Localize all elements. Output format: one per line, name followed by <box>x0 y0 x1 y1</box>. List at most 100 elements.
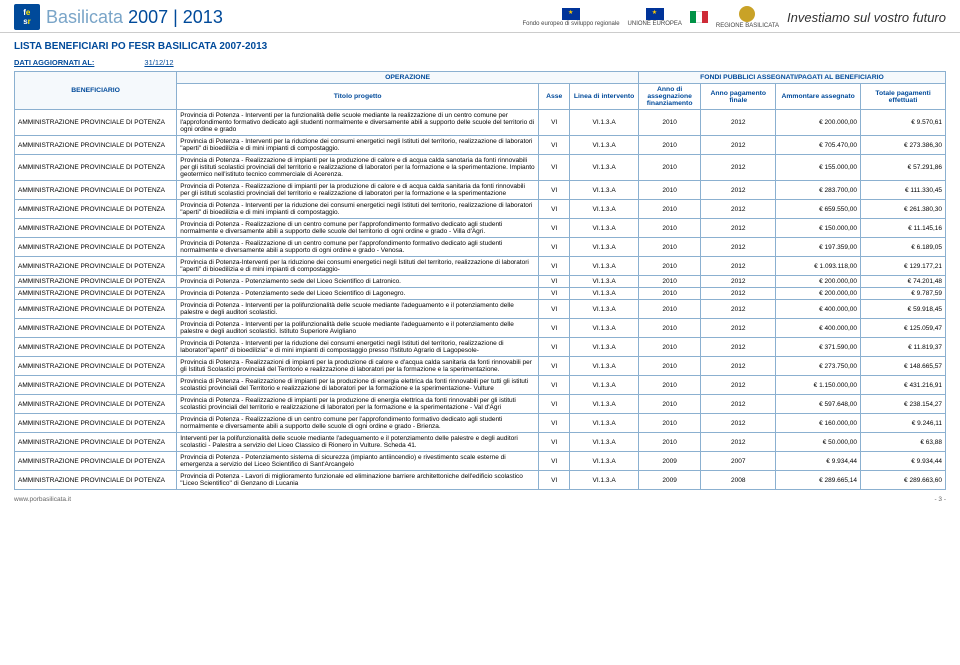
beneficiari-table: BENEFICIARIO OPERAZIONE FONDI PUBBLICI A… <box>14 71 946 490</box>
cell-progetto: Provincia di Potenza - Realizzazione di … <box>177 155 539 181</box>
cell-anno-pag: 2012 <box>701 433 776 452</box>
col-anno-pag: Anno pagamento finale <box>701 84 776 110</box>
cell-beneficiario: AMMINISTRAZIONE PROVINCIALE DI POTENZA <box>15 319 177 338</box>
cell-anno-assegn: 2010 <box>638 238 700 257</box>
cell-beneficiario: AMMINISTRAZIONE PROVINCIALE DI POTENZA <box>15 181 177 200</box>
cell-anno-assegn: 2010 <box>638 433 700 452</box>
cell-anno-pag: 2012 <box>701 238 776 257</box>
cell-beneficiario: AMMINISTRAZIONE PROVINCIALE DI POTENZA <box>15 155 177 181</box>
cell-totale: € 63,88 <box>861 433 946 452</box>
cell-ammontare: € 155.000,00 <box>776 155 861 181</box>
cell-asse: VI <box>539 136 570 155</box>
fesr-logo: fesr <box>14 4 40 30</box>
cell-anno-assegn: 2010 <box>638 338 700 357</box>
eu-flag-icon <box>646 8 664 20</box>
table-row: AMMINISTRAZIONE PROVINCIALE DI POTENZAIn… <box>15 433 946 452</box>
cell-linea: VI.1.3.A <box>570 300 639 319</box>
table-row: AMMINISTRAZIONE PROVINCIALE DI POTENZAPr… <box>15 181 946 200</box>
cell-beneficiario: AMMINISTRAZIONE PROVINCIALE DI POTENZA <box>15 110 177 136</box>
cell-progetto: Provincia di Potenza - Realizzazione di … <box>177 219 539 238</box>
cell-beneficiario: AMMINISTRAZIONE PROVINCIALE DI POTENZA <box>15 471 177 490</box>
cell-totale: € 238.154,27 <box>861 395 946 414</box>
cell-progetto: Provincia di Potenza - Realizzazione di … <box>177 181 539 200</box>
cell-anno-assegn: 2010 <box>638 181 700 200</box>
cell-asse: VI <box>539 357 570 376</box>
cell-beneficiario: AMMINISTRAZIONE PROVINCIALE DI POTENZA <box>15 276 177 288</box>
italy-block <box>690 11 708 23</box>
ue-block: UNIONE EUROPEA <box>628 8 682 27</box>
col-asse: Asse <box>539 84 570 110</box>
cell-linea: VI.1.3.A <box>570 276 639 288</box>
cell-progetto: Provincia di Potenza - Interventi per la… <box>177 136 539 155</box>
cell-anno-pag: 2012 <box>701 181 776 200</box>
cell-ammontare: € 400.000,00 <box>776 319 861 338</box>
cell-ammontare: € 9.934,44 <box>776 452 861 471</box>
cell-ammontare: € 283.700,00 <box>776 181 861 200</box>
cell-anno-pag: 2012 <box>701 257 776 276</box>
cell-totale: € 6.189,05 <box>861 238 946 257</box>
ue-label: UNIONE EUROPEA <box>628 21 682 27</box>
table-row: AMMINISTRAZIONE PROVINCIALE DI POTENZAPr… <box>15 276 946 288</box>
cell-beneficiario: AMMINISTRAZIONE PROVINCIALE DI POTENZA <box>15 238 177 257</box>
table-row: AMMINISTRAZIONE PROVINCIALE DI POTENZAPr… <box>15 414 946 433</box>
cell-beneficiario: AMMINISTRAZIONE PROVINCIALE DI POTENZA <box>15 395 177 414</box>
cell-linea: VI.1.3.A <box>570 110 639 136</box>
cell-progetto: Provincia di Potenza - Interventi per la… <box>177 319 539 338</box>
cell-anno-assegn: 2010 <box>638 357 700 376</box>
cell-linea: VI.1.3.A <box>570 338 639 357</box>
cell-linea: VI.1.3.A <box>570 136 639 155</box>
cell-linea: VI.1.3.A <box>570 414 639 433</box>
page-footer: www.porbasilicata.it - 3 - <box>0 490 960 509</box>
region-block: REGIONE BASILICATA <box>716 6 779 29</box>
cell-totale: € 261.380,30 <box>861 200 946 219</box>
col-ammontare: Ammontare assegnato <box>776 84 861 110</box>
col-anno-assegn: Anno di assegnazione finanziamento <box>638 84 700 110</box>
cell-ammontare: € 659.550,00 <box>776 200 861 219</box>
cell-progetto: Provincia di Potenza - Realizzazioni di … <box>177 357 539 376</box>
cell-anno-pag: 2012 <box>701 319 776 338</box>
cell-asse: VI <box>539 395 570 414</box>
cell-beneficiario: AMMINISTRAZIONE PROVINCIALE DI POTENZA <box>15 288 177 300</box>
cell-totale: € 148.665,57 <box>861 357 946 376</box>
cell-anno-assegn: 2010 <box>638 110 700 136</box>
cell-asse: VI <box>539 300 570 319</box>
group-fondi: FONDI PUBBLICI ASSEGNATI/PAGATI AL BENEF… <box>638 72 945 84</box>
group-operazione: OPERAZIONE <box>177 72 639 84</box>
cell-anno-assegn: 2010 <box>638 376 700 395</box>
cell-progetto: Provincia di Potenza-Interventi per la r… <box>177 257 539 276</box>
cell-progetto: Provincia di Potenza - Realizzazione di … <box>177 238 539 257</box>
cell-anno-assegn: 2010 <box>638 200 700 219</box>
cell-totale: € 9.787,59 <box>861 288 946 300</box>
cell-anno-assegn: 2009 <box>638 452 700 471</box>
cell-totale: € 11.819,37 <box>861 338 946 357</box>
cell-anno-pag: 2012 <box>701 219 776 238</box>
table-row: AMMINISTRAZIONE PROVINCIALE DI POTENZAPr… <box>15 110 946 136</box>
cell-progetto: Provincia di Potenza - Potenziamento sis… <box>177 452 539 471</box>
table-row: AMMINISTRAZIONE PROVINCIALE DI POTENZAPr… <box>15 300 946 319</box>
slogan: Investiamo sul vostro futuro <box>787 10 946 25</box>
cell-totale: € 9.246,11 <box>861 414 946 433</box>
cell-beneficiario: AMMINISTRAZIONE PROVINCIALE DI POTENZA <box>15 433 177 452</box>
cell-beneficiario: AMMINISTRAZIONE PROVINCIALE DI POTENZA <box>15 219 177 238</box>
cell-anno-pag: 2012 <box>701 357 776 376</box>
eu-fund-block: Fondo europeo di sviluppo regionale <box>522 8 619 27</box>
italy-flag-icon <box>690 11 708 23</box>
cell-linea: VI.1.3.A <box>570 471 639 490</box>
cell-totale: € 125.059,47 <box>861 319 946 338</box>
cell-linea: VI.1.3.A <box>570 376 639 395</box>
col-linea: Linea di intervento <box>570 84 639 110</box>
cell-anno-pag: 2012 <box>701 338 776 357</box>
cell-asse: VI <box>539 238 570 257</box>
cell-linea: VI.1.3.A <box>570 433 639 452</box>
cell-totale: € 74.201,48 <box>861 276 946 288</box>
cell-beneficiario: AMMINISTRAZIONE PROVINCIALE DI POTENZA <box>15 338 177 357</box>
cell-asse: VI <box>539 414 570 433</box>
cell-ammontare: € 400.000,00 <box>776 300 861 319</box>
footer-url: www.porbasilicata.it <box>14 496 71 503</box>
cell-asse: VI <box>539 219 570 238</box>
cell-asse: VI <box>539 471 570 490</box>
table-row: AMMINISTRAZIONE PROVINCIALE DI POTENZAPr… <box>15 288 946 300</box>
cell-linea: VI.1.3.A <box>570 452 639 471</box>
cell-progetto: Provincia di Potenza - Lavori di miglior… <box>177 471 539 490</box>
cell-anno-pag: 2012 <box>701 376 776 395</box>
